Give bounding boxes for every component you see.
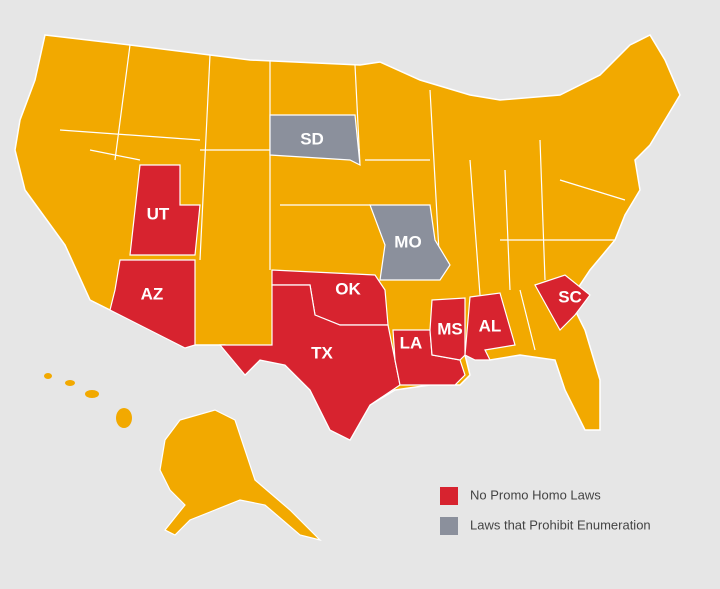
legend: No Promo Homo Laws Laws that Prohibit Enu… xyxy=(440,487,651,535)
state xyxy=(369,204,451,281)
state xyxy=(534,274,591,331)
legend-swatch xyxy=(440,517,458,535)
state xyxy=(129,164,201,256)
state xyxy=(269,114,361,167)
legend-swatch xyxy=(440,487,458,505)
state-label: SC xyxy=(558,287,582,306)
state xyxy=(218,284,401,441)
state xyxy=(109,259,196,349)
legend-label: No Promo Homo Laws xyxy=(470,487,601,502)
state-label: SD xyxy=(300,129,324,148)
alaska xyxy=(159,409,322,542)
state-label: MO xyxy=(394,232,421,251)
state-label: AZ xyxy=(141,284,164,303)
state xyxy=(429,297,466,361)
state-label: TX xyxy=(311,343,333,362)
state-label: OK xyxy=(335,279,361,298)
state-label: LA xyxy=(400,333,423,352)
state-label: MS xyxy=(437,319,463,338)
state-label: AL xyxy=(479,316,502,335)
hawaii xyxy=(44,373,132,428)
highlighted-states: UT AZ OK TX LA MS AL SC SD MO xyxy=(109,114,591,441)
state-label: UT xyxy=(147,204,170,223)
state xyxy=(464,292,516,361)
legend-label: Laws that Prohibit Enumeration xyxy=(470,517,651,532)
